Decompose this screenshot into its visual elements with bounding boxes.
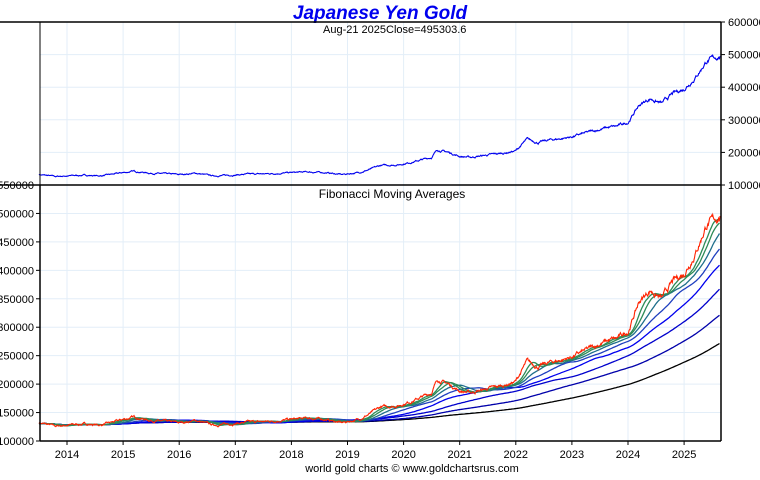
- x-tick-label: 2024: [616, 449, 640, 461]
- upper-grid: [40, 21, 721, 186]
- y-tick-label: 550000: [0, 180, 34, 192]
- upper-series: [38, 53, 721, 178]
- x-tick-label: 2023: [560, 449, 584, 461]
- y-tick-label: 200000: [0, 379, 34, 391]
- x-ticks: 2014 2015 2016 2017 2018 2019 2020 2021 2022 2023…: [55, 441, 696, 461]
- y-tick-label: 400000: [728, 82, 760, 94]
- ma-line-144: [38, 314, 720, 426]
- y-tick-label: 250000: [0, 351, 34, 363]
- y-tick-label: 100000: [0, 436, 34, 448]
- subtitle-date: Aug-21 2025: [323, 24, 386, 36]
- footer-credit: world gold charts © www.goldchartsrus.co…: [304, 463, 519, 475]
- chart-title: Japanese Yen Gold: [293, 3, 468, 24]
- x-tick-label: 2016: [167, 449, 191, 461]
- subtitle-close: Close=495303.6: [386, 24, 466, 36]
- x-tick-label: 2020: [391, 449, 415, 461]
- lower-grid: [40, 184, 721, 442]
- x-tick-label: 2014: [55, 449, 79, 461]
- lower-y-ticks: 100000 150000 200000 250000 300000 350000 4000…: [0, 180, 40, 448]
- x-tick-label: 2015: [111, 449, 135, 461]
- y-tick-label: 150000: [0, 408, 34, 420]
- y-tick-label: 200000: [728, 147, 760, 159]
- x-tick-label: 2018: [279, 449, 303, 461]
- y-tick-label: 300000: [0, 322, 34, 334]
- lower-panel-title: Fibonacci Moving Averages: [319, 187, 466, 201]
- y-tick-label: 500000: [728, 50, 760, 62]
- ma-line-89: [38, 288, 720, 426]
- x-tick-label: 2019: [335, 449, 359, 461]
- ma-line-21: [38, 233, 721, 426]
- lower-series: [38, 212, 721, 428]
- ma-line-8: [38, 218, 720, 427]
- x-tick-label: 2025: [672, 449, 696, 461]
- y-tick-label: 350000: [0, 294, 34, 306]
- upper-y-ticks: 100000 200000 300000 400000 500000 600000: [721, 17, 760, 192]
- y-tick-label: 400000: [0, 265, 34, 277]
- x-tick-label: 2022: [504, 449, 528, 461]
- price-line-lower: [38, 212, 721, 428]
- x-tick-label: 2021: [447, 449, 471, 461]
- price-line: [38, 53, 721, 178]
- y-tick-label: 500000: [0, 208, 34, 220]
- ma-line-13: [38, 222, 720, 427]
- y-tick-label: 300000: [728, 115, 760, 127]
- y-tick-label: 100000: [728, 180, 760, 192]
- x-tick-label: 2017: [223, 449, 247, 461]
- y-tick-label: 600000: [728, 17, 760, 29]
- y-tick-label: 450000: [0, 237, 34, 249]
